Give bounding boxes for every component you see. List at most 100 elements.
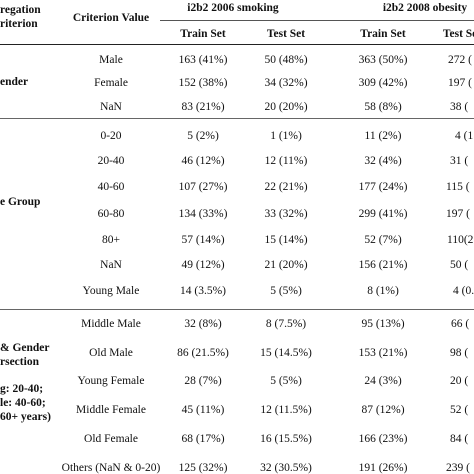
train-set-obesity-cell: 153 (21%): [358, 347, 408, 359]
train-set-obesity-cell: 177 (24%): [358, 181, 408, 193]
criterion-value-cell: 60-80: [97, 208, 125, 220]
test-set-smoking-cell: 50 (48%): [264, 54, 308, 66]
test-set-smoking-cell: 15 (14.5%): [260, 347, 312, 359]
train-set-obesity-cell: 32 (4%): [364, 155, 402, 167]
train-set-obesity-cell: 166 (23%): [358, 433, 408, 445]
train-set-obesity-cell: 24 (3%): [364, 375, 402, 387]
test-set-obesity-cell: 98 (: [450, 347, 469, 359]
criterion-value-cell: Middle Female: [76, 404, 146, 416]
train-set-obesity-cell: 8 (1%): [367, 285, 399, 297]
group-label-age: e Group: [0, 196, 41, 208]
test-set-obesity-cell: 84 (: [450, 433, 469, 445]
rule-header-sub: [160, 20, 474, 21]
train-set-smoking-cell: 32 (8%): [184, 318, 222, 330]
test-set-obesity-cell: 52 (: [450, 404, 469, 416]
rule-group-gender: [0, 118, 474, 119]
test-set-smoking-cell: 12 (11%): [264, 155, 308, 167]
criterion-value-cell: Female: [94, 77, 128, 89]
header-test-set-2: Test Set: [442, 28, 474, 40]
criterion-value-cell: Middle Male: [81, 318, 141, 330]
criterion-value-cell: 0-20: [100, 130, 122, 142]
test-set-obesity-cell: 272 (: [448, 54, 472, 66]
header-train-set-2: Train Set: [360, 28, 406, 40]
test-set-smoking-cell: 20 (20%): [264, 101, 308, 113]
criterion-value-cell: Others (NaN & 0-20): [61, 462, 161, 474]
group-label-intersection: & Gender: [0, 342, 50, 354]
test-set-smoking-cell: 8 (7.5%): [265, 318, 307, 330]
train-set-obesity-cell: 58 (8%): [364, 101, 402, 113]
criterion-value-cell: Young Male: [82, 285, 140, 297]
test-set-obesity-cell: 38 (: [450, 101, 469, 113]
header-aggregation: regation: [0, 4, 41, 16]
train-set-smoking-cell: 28 (7%): [184, 375, 222, 387]
train-set-obesity-cell: 95 (13%): [361, 318, 405, 330]
test-set-obesity-cell: 4 (1: [455, 130, 474, 142]
header-dataset-obesity: i2b2 2008 obesity: [382, 2, 468, 14]
test-set-smoking-cell: 33 (32%): [264, 208, 308, 220]
train-set-smoking-cell: 107 (27%): [178, 181, 228, 193]
group-label-gender: ender: [0, 76, 29, 88]
criterion-value-cell: NaN: [100, 259, 122, 271]
header-aggregation-2: riterion: [0, 18, 38, 30]
train-set-obesity-cell: 191 (26%): [358, 462, 408, 474]
train-set-smoking-cell: 134 (33%): [178, 208, 228, 220]
train-set-smoking-cell: 5 (2%): [187, 130, 219, 142]
test-set-obesity-cell: 66 (: [451, 318, 470, 330]
header-dataset-smoking: i2b2 2006 smoking: [187, 2, 279, 14]
train-set-obesity-cell: 52 (7%): [364, 234, 402, 246]
train-set-smoking-cell: 45 (11%): [181, 404, 225, 416]
train-set-smoking-cell: 86 (21.5%): [177, 347, 229, 359]
test-set-smoking-cell: 5 (5%): [270, 285, 302, 297]
test-set-smoking-cell: 5 (5%): [270, 375, 302, 387]
train-set-smoking-cell: 152 (38%): [178, 77, 228, 89]
train-set-smoking-cell: 125 (32%): [178, 462, 228, 474]
criterion-value-cell: NaN: [100, 101, 122, 113]
criterion-value-cell: Male: [99, 54, 123, 66]
train-set-obesity-cell: 87 (12%): [361, 404, 405, 416]
train-set-obesity-cell: 363 (50%): [358, 54, 408, 66]
test-set-obesity-cell: 197 (: [448, 77, 472, 89]
test-set-obesity-cell: 50 (: [450, 259, 469, 271]
test-set-obesity-cell: 197 (: [446, 208, 470, 220]
test-set-obesity-cell: 4 (0.: [453, 285, 474, 297]
criterion-value-cell: Young Female: [77, 375, 145, 387]
group-label-intersection: 60+ years): [0, 411, 51, 423]
train-set-obesity-cell: 299 (41%): [358, 208, 408, 220]
train-set-smoking-cell: 68 (17%): [181, 433, 225, 445]
test-set-obesity-cell: 31 (: [450, 155, 469, 167]
criterion-value-cell: Old Male: [89, 347, 133, 359]
criterion-value-cell: 20-40: [97, 155, 125, 167]
criterion-value-cell: 40-60: [97, 181, 125, 193]
train-set-smoking-cell: 83 (21%): [181, 101, 225, 113]
group-label-intersection: le: 40-60;: [0, 397, 46, 409]
group-label-intersection: rsection: [0, 356, 39, 368]
test-set-smoking-cell: 1 (1%): [270, 130, 302, 142]
train-set-smoking-cell: 163 (41%): [178, 54, 228, 66]
test-set-smoking-cell: 12 (11.5%): [260, 404, 312, 416]
test-set-obesity-cell: 20 (: [450, 375, 469, 387]
rule-header-bottom: [0, 44, 474, 45]
train-set-obesity-cell: 309 (42%): [358, 77, 408, 89]
test-set-smoking-cell: 34 (32%): [264, 77, 308, 89]
train-set-smoking-cell: 14 (3.5%): [180, 285, 226, 297]
test-set-obesity-cell: 110(2: [447, 234, 474, 246]
test-set-smoking-cell: 21 (20%): [264, 259, 308, 271]
header-test-set-1: Test Set: [266, 28, 306, 40]
test-set-obesity-cell: 115 (: [446, 181, 470, 193]
train-set-obesity-cell: 11 (2%): [364, 130, 402, 142]
rule-group-age: [0, 309, 474, 310]
train-set-smoking-cell: 57 (14%): [181, 234, 225, 246]
train-set-smoking-cell: 49 (12%): [181, 259, 225, 271]
test-set-obesity-cell: 239 (: [446, 462, 470, 474]
test-set-smoking-cell: 22 (21%): [264, 181, 308, 193]
header-criterion-value: Criterion Value: [72, 12, 150, 24]
criterion-value-cell: 80+: [102, 234, 120, 246]
train-set-obesity-cell: 156 (21%): [358, 259, 408, 271]
train-set-smoking-cell: 46 (12%): [181, 155, 225, 167]
criterion-value-cell: Old Female: [84, 433, 138, 445]
header-train-set-1: Train Set: [180, 28, 226, 40]
group-label-intersection: g: 20-40;: [0, 383, 44, 395]
test-set-smoking-cell: 16 (15.5%): [260, 433, 312, 445]
test-set-smoking-cell: 32 (30.5%): [260, 462, 312, 474]
